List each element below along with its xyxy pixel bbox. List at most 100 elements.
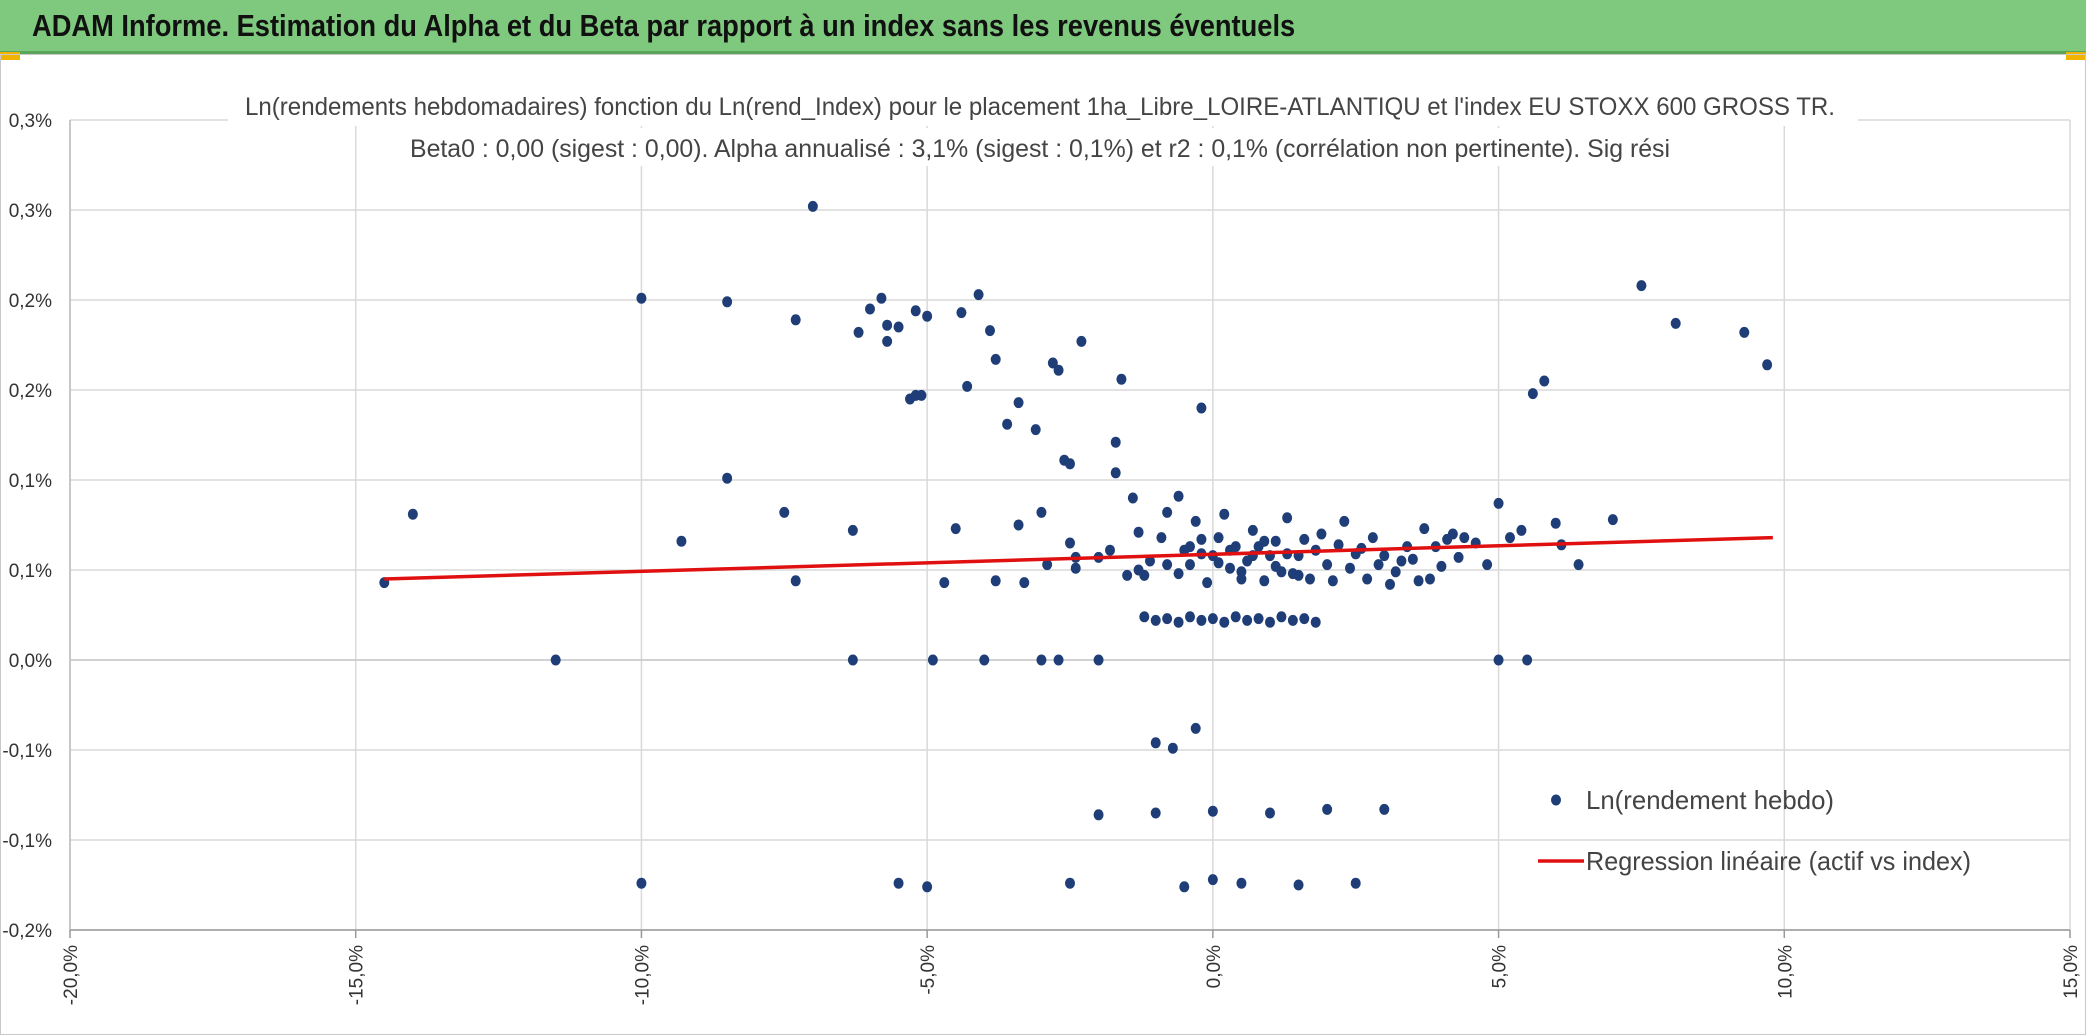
data-point <box>1207 805 1218 817</box>
data-point <box>939 577 950 589</box>
data-point <box>1299 613 1310 625</box>
data-point <box>922 881 933 893</box>
data-point <box>1093 654 1104 666</box>
data-point <box>1105 544 1115 556</box>
data-point <box>407 508 418 520</box>
data-point <box>876 292 887 304</box>
x-tick-label: 0,0% <box>1204 945 1225 988</box>
data-point <box>1065 458 1075 470</box>
data-point <box>1219 616 1230 628</box>
data-point <box>676 535 687 547</box>
data-point <box>1522 654 1533 666</box>
data-point <box>1150 737 1161 749</box>
data-point <box>1036 506 1047 518</box>
data-point <box>1156 532 1167 544</box>
data-point <box>1299 533 1310 545</box>
data-point <box>1362 573 1373 585</box>
data-point <box>1276 611 1287 623</box>
data-point <box>1259 535 1270 547</box>
data-point <box>990 575 1001 587</box>
data-point <box>1139 611 1150 623</box>
data-point <box>1173 616 1184 628</box>
data-point <box>1076 335 1087 347</box>
data-point <box>1265 807 1275 819</box>
data-point <box>927 654 938 666</box>
data-point <box>1379 803 1390 815</box>
data-point <box>1013 519 1024 531</box>
data-point <box>1236 877 1247 889</box>
data-point <box>1173 490 1184 502</box>
x-tick-label: -15,0% <box>347 945 368 1005</box>
data-point <box>1550 517 1561 529</box>
data-point <box>1482 559 1493 571</box>
data-point <box>1150 614 1161 626</box>
data-point <box>779 506 790 518</box>
data-point <box>1145 555 1155 567</box>
data-point <box>1196 533 1207 545</box>
data-point <box>1322 559 1333 571</box>
data-point <box>1739 326 1750 338</box>
x-tick-label: 15,0% <box>2061 945 2082 999</box>
data-point <box>1373 559 1384 571</box>
data-point <box>1162 559 1173 571</box>
data-point <box>1390 566 1401 578</box>
data-point <box>790 575 801 587</box>
data-point <box>882 319 893 331</box>
chart-subtitle: Beta0 : 0,00 (sigest : 0,00). Alpha annu… <box>410 135 1670 163</box>
data-point <box>1459 532 1470 544</box>
report-title: ADAM Informe. Estimation du Alpha et du … <box>32 8 1296 43</box>
data-point <box>1047 357 1058 369</box>
y-tick-label: -0,2% <box>2 921 52 942</box>
y-tick-label: 0,0% <box>9 651 52 672</box>
data-point <box>973 289 984 301</box>
data-point <box>1573 559 1584 571</box>
data-point <box>956 307 967 319</box>
data-point <box>1013 397 1024 409</box>
data-point <box>847 654 858 666</box>
data-point <box>636 292 647 304</box>
data-point <box>1179 881 1190 893</box>
data-point <box>1453 551 1464 563</box>
data-point <box>1065 537 1075 549</box>
data-point <box>1436 560 1447 572</box>
data-point <box>1110 436 1121 448</box>
data-point <box>1053 364 1064 376</box>
data-point <box>1173 568 1184 580</box>
data-point <box>1636 280 1647 292</box>
data-point <box>1527 388 1538 400</box>
data-point <box>1316 528 1327 540</box>
data-point <box>1310 616 1321 628</box>
regression-line <box>384 535 1773 581</box>
data-point <box>1407 553 1418 565</box>
data-point <box>722 472 733 484</box>
data-point <box>1425 573 1435 585</box>
data-point <box>1293 879 1304 891</box>
data-point <box>1539 375 1550 387</box>
data-point <box>636 877 647 889</box>
data-point <box>1002 418 1013 430</box>
data-point <box>1333 539 1344 551</box>
data-point <box>893 877 904 889</box>
data-point <box>1190 722 1201 734</box>
data-point <box>1367 532 1378 544</box>
y-tick-label: 0,3% <box>9 201 52 222</box>
data-point <box>1053 654 1064 666</box>
x-tick-label: -5,0% <box>918 945 939 995</box>
data-point <box>985 325 995 337</box>
data-point <box>1670 317 1681 329</box>
corner-marker-right <box>2066 52 2086 60</box>
legend-marker-points <box>1551 794 1561 806</box>
data-point <box>1493 654 1504 666</box>
data-point <box>1185 559 1195 571</box>
y-tick-label: 0,1% <box>9 561 52 582</box>
data-point <box>1247 524 1258 536</box>
data-point <box>1505 532 1515 544</box>
data-point <box>1070 562 1081 574</box>
data-point <box>1036 654 1047 666</box>
data-point <box>910 389 921 401</box>
data-point <box>1185 611 1195 623</box>
x-tick-label: -20,0% <box>61 945 82 1005</box>
data-point <box>1207 613 1218 625</box>
data-point <box>1385 578 1395 590</box>
